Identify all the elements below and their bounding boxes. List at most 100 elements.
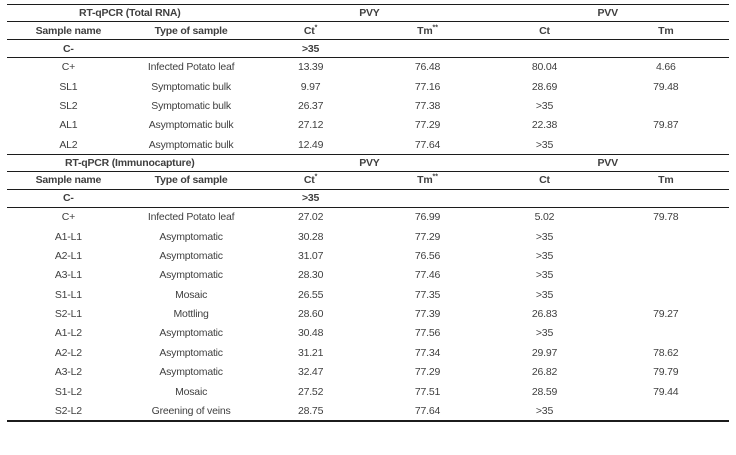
group-pvv-label: PVV	[486, 153, 729, 172]
cell-sample-type: Asymptomatic	[159, 366, 223, 379]
cell-sample-name: A2-L1	[54, 249, 82, 262]
cell-pvy-ct: 28.60	[297, 308, 324, 321]
cell-pvv-ct: >35	[535, 288, 554, 301]
cell-sample-type: Asymptomatic bulk	[148, 138, 234, 151]
cell-sample-type: Asymptomatic	[159, 269, 223, 282]
sample-row: A3-L2 Asymptomatic 32.47 77.29 26.82 79.79	[7, 363, 729, 382]
cell-pvv-tm: 79.44	[653, 385, 679, 398]
cell-pvv-tm: 79.48	[653, 80, 679, 93]
cell-pvv-ct: 22.38	[531, 119, 558, 132]
cell-sample-type: Symptomatic bulk	[151, 80, 231, 93]
cell-pvy-tm	[368, 189, 487, 208]
cell-pvy-tm: 76.99	[414, 211, 441, 224]
sample-row: AL1 Asymptomatic bulk 27.12 77.29 22.38 79.87	[7, 116, 729, 135]
cell-pvv-ct: >35	[535, 230, 554, 243]
cell-pvy-ct: 31.07	[297, 249, 324, 262]
col-type-of-sample: Type of sample	[129, 21, 253, 40]
cell-pvv-tm: 79.79	[653, 366, 679, 379]
cell-sample-name: SL2	[59, 99, 78, 112]
cell-sample-name: C-	[7, 189, 130, 208]
cell-pvy-ct: 26.55	[297, 288, 324, 301]
cell-sample-name: C+	[61, 61, 76, 74]
group-pvv-label: PVV	[486, 4, 729, 22]
cell-pvv-ct: 28.59	[531, 385, 558, 398]
cell-pvy-tm: 77.51	[414, 385, 441, 398]
cell-pvy-ct: 13.39	[297, 61, 324, 74]
cell-pvv-tm	[603, 285, 729, 304]
col-pvy-ct: Ct*	[252, 21, 369, 40]
cell-sample-name: A1-L2	[54, 327, 82, 340]
cell-pvv-tm: 79.27	[653, 308, 679, 321]
sample-row: A2-L1 Asymptomatic 31.07 76.56 >35	[7, 246, 729, 265]
cell-sample-name: S2-L1	[54, 308, 82, 321]
col-pvy-ct-footnote-marker: *	[314, 24, 318, 31]
col-pvv-ct: Ct	[486, 21, 603, 40]
cell-pvv-ct: >35	[486, 401, 603, 422]
cell-pvy-ct: 28.30	[297, 269, 324, 282]
col-pvy-tm: Tm**	[368, 21, 487, 40]
cell-pvv-tm	[603, 227, 729, 246]
col-type-of-sample: Type of sample	[129, 171, 253, 190]
cell-pvy-tm: 77.34	[414, 346, 441, 359]
rt-qpcr-results-table: RT-qPCR (Total RNA) PVY PVV Sample name Type…	[7, 4, 729, 422]
cell-pvy-tm: 76.56	[414, 249, 441, 262]
cell-sample-type	[129, 189, 253, 208]
cell-pvy-tm: 77.29	[414, 366, 441, 379]
cell-pvv-tm	[603, 246, 729, 265]
cell-pvy-ct: 27.52	[297, 385, 324, 398]
cell-pvy-ct: 12.49	[297, 138, 324, 151]
cell-sample-type: Mosaic	[175, 288, 208, 301]
cell-pvv-tm	[603, 96, 729, 115]
cell-sample-type: Mottling	[173, 308, 209, 321]
sample-row: S1-L2 Mosaic 27.52 77.51 28.59 79.44	[7, 382, 729, 401]
cell-pvv-tm: 4.66	[655, 61, 676, 74]
cell-sample-type: Asymptomatic	[159, 346, 223, 359]
cell-pvv-ct: >35	[535, 249, 554, 262]
cell-sample-type: Greening of veins	[129, 401, 253, 422]
col-pvy-ct-footnote-marker: *	[314, 173, 318, 181]
cell-pvv-ct: 5.02	[534, 211, 555, 224]
cell-pvy-ct: 26.37	[297, 99, 324, 112]
sample-row: C+ Infected Potato leaf 27.02 76.99 5.02 79.7…	[7, 207, 729, 226]
sample-row: A2-L2 Asymptomatic 31.21 77.34 29.97 78.62	[7, 343, 729, 362]
cell-pvy-tm	[368, 39, 487, 58]
cell-pvy-ct: 31.21	[297, 346, 324, 359]
section-header-row-1: RT-qPCR (Total RNA) PVY PVV	[7, 4, 729, 22]
cell-sample-name: SL1	[59, 80, 78, 93]
col-pvy-tm-footnote-marker: **	[432, 173, 438, 181]
cell-pvv-ct: >35	[535, 327, 554, 340]
cell-pvy-ct: 30.28	[297, 230, 324, 243]
cell-pvy-tm: 76.48	[414, 61, 441, 74]
cell-pvv-ct	[486, 39, 603, 58]
cell-sample-name: A1-L1	[54, 230, 82, 243]
sample-row: S2-L1 Mottling 28.60 77.39 26.83 79.27	[7, 304, 729, 323]
cell-pvy-ct: >35	[252, 189, 369, 208]
cell-pvv-tm: 79.78	[653, 211, 679, 224]
sample-row: S2-L2 Greening of veins 28.75 77.64 >35	[7, 401, 729, 422]
cell-pvy-ct: 28.75	[252, 401, 369, 422]
section-title: RT-qPCR (Immunocapture)	[7, 153, 253, 172]
cell-sample-type: Symptomatic bulk	[151, 99, 231, 112]
col-pvy-tm: Tm**	[368, 171, 487, 190]
col-pvv-tm: Tm	[602, 21, 729, 40]
cell-sample-type: Asymptomatic bulk	[148, 119, 234, 132]
cell-pvy-tm: 77.29	[414, 119, 441, 132]
cell-sample-name: S1-L1	[54, 288, 82, 301]
column-header-row-2: Sample name Type of sample Ct* Tm** Ct Tm	[7, 171, 729, 190]
cell-pvy-tm: 77.56	[414, 327, 441, 340]
group-pvy-label: PVY	[252, 153, 487, 172]
cell-sample-name: C+	[61, 211, 76, 224]
cell-pvv-tm: 78.62	[653, 346, 679, 359]
cell-pvv-ct: >35	[535, 269, 554, 282]
cell-pvy-ct: 9.97	[300, 80, 321, 93]
cell-pvv-tm	[603, 266, 729, 285]
cell-pvv-ct	[486, 189, 603, 208]
col-sample-name: Sample name	[7, 171, 130, 190]
cell-sample-type: Infected Potato leaf	[147, 61, 235, 74]
section-header-row-2: RT-qPCR (Immunocapture) PVY PVV	[7, 153, 729, 172]
sample-row: SL1 Symptomatic bulk 9.97 77.16 28.69 79.48	[7, 77, 729, 96]
cell-pvv-ct: 26.83	[531, 308, 558, 321]
cell-pvv-tm: 79.87	[653, 119, 679, 132]
sample-row: C+ Infected Potato leaf 13.39 76.48 80.04 4.6…	[7, 58, 729, 77]
cell-sample-type	[129, 39, 253, 58]
